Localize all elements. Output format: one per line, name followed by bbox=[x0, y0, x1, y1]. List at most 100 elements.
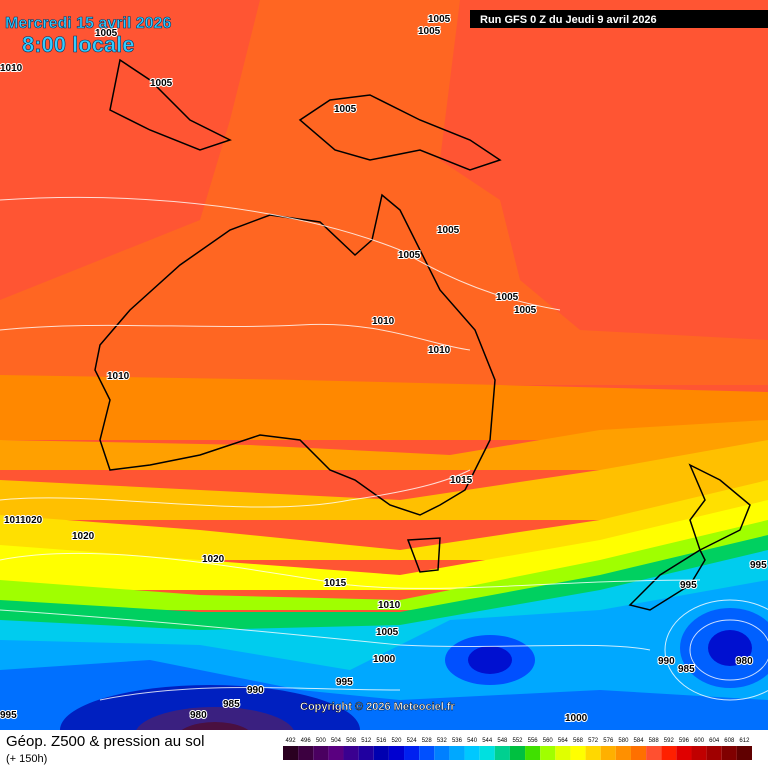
scale-label: 508 bbox=[346, 738, 357, 744]
band bbox=[0, 480, 768, 560]
isobar-label: 990 bbox=[658, 656, 675, 667]
isobar-label: 1020 bbox=[20, 515, 43, 526]
scale-label: 544 bbox=[482, 738, 493, 744]
scale-label: 564 bbox=[558, 738, 569, 744]
scale-label: 572 bbox=[588, 738, 599, 744]
isobars bbox=[0, 196, 768, 701]
scale-swatch bbox=[358, 746, 374, 760]
isobar-label: 1020 bbox=[72, 531, 95, 542]
isobar-label: 1020 bbox=[202, 554, 225, 565]
scale-label: 512 bbox=[361, 738, 372, 744]
scale-label: 540 bbox=[467, 738, 478, 744]
isobar-label: 995 bbox=[750, 560, 767, 571]
isobar-label: 1005 bbox=[437, 225, 460, 236]
isobar-label: 1005 bbox=[376, 627, 399, 638]
scale-swatch bbox=[373, 746, 389, 760]
run-info: Run GFS 0 Z du Jeudi 9 avril 2026 bbox=[480, 14, 657, 26]
isobar-label: 1005 bbox=[496, 292, 519, 303]
footer-title: Géop. Z500 & pression au sol bbox=[6, 733, 204, 750]
scale-label: 604 bbox=[709, 738, 720, 744]
isobar-label: 1005 bbox=[514, 305, 537, 316]
scale-swatch bbox=[540, 746, 556, 760]
isobar-label: 1000 bbox=[373, 654, 396, 665]
scale-swatch bbox=[343, 746, 359, 760]
scale-label: 524 bbox=[407, 738, 418, 744]
isobar-label: 1015 bbox=[450, 475, 473, 486]
scale-swatch bbox=[525, 746, 541, 760]
scale-label: 556 bbox=[528, 738, 539, 744]
scale-label: 520 bbox=[391, 738, 402, 744]
scale-label: 552 bbox=[512, 738, 523, 744]
scale-label: 516 bbox=[376, 738, 387, 744]
isobar-label: 1005 bbox=[418, 26, 441, 37]
scale-swatch bbox=[388, 746, 405, 760]
scale-swatch bbox=[509, 746, 526, 760]
isobar-label: 990 bbox=[247, 685, 264, 696]
time: 8:00 locale bbox=[22, 32, 135, 57]
scale-swatch bbox=[691, 746, 707, 760]
scale-swatch bbox=[630, 746, 647, 760]
scale-swatch bbox=[676, 746, 692, 760]
scale-swatch bbox=[434, 746, 450, 760]
scale-label: 548 bbox=[497, 738, 508, 744]
scale-swatch bbox=[615, 746, 631, 760]
isobar-label: 985 bbox=[223, 699, 240, 710]
scale-swatch bbox=[464, 746, 480, 760]
isobar-label: 1005 bbox=[150, 78, 173, 89]
isobar-label: 980 bbox=[736, 656, 753, 667]
isobar-label: 995 bbox=[680, 580, 697, 591]
scale-label: 580 bbox=[618, 738, 629, 744]
isobar-label: 1000 bbox=[565, 713, 588, 724]
blob bbox=[468, 646, 512, 674]
isobar-label: 995 bbox=[336, 677, 353, 688]
copyright: Copyright © 2026 Meteociel.fr bbox=[300, 701, 456, 713]
isobar-label: 1010 bbox=[107, 371, 130, 382]
scale-swatch bbox=[555, 746, 571, 760]
scale-swatch bbox=[736, 746, 752, 760]
scale-label: 576 bbox=[603, 738, 614, 744]
scale-swatch bbox=[283, 746, 299, 760]
scale-swatch bbox=[404, 746, 420, 760]
band bbox=[0, 375, 768, 440]
run-box bbox=[470, 10, 768, 28]
isobar-label: 985 bbox=[678, 664, 695, 675]
scale-swatch bbox=[600, 746, 616, 760]
scale-swatch bbox=[298, 746, 314, 760]
isobar-label: 1010 bbox=[4, 515, 27, 526]
isobar-label: 1005 bbox=[334, 104, 357, 115]
scale-swatch bbox=[419, 746, 435, 760]
scale-swatch bbox=[494, 746, 510, 760]
isobar-label: 980 bbox=[190, 710, 207, 721]
isobar-label: 1010 bbox=[428, 345, 451, 356]
scale-swatch bbox=[661, 746, 677, 760]
band bbox=[0, 0, 768, 385]
scale-swatch bbox=[313, 746, 329, 760]
scale-swatch bbox=[479, 746, 495, 760]
isobar-label: 995 bbox=[0, 710, 17, 721]
isobar-label: 1005 bbox=[398, 250, 421, 261]
scale-label: 592 bbox=[664, 738, 675, 744]
isobar-label: 1005 bbox=[428, 14, 451, 25]
isobar-label: 1010 bbox=[378, 600, 401, 611]
date: Mercredi 15 avril 2026 bbox=[5, 15, 171, 32]
scale-label: 532 bbox=[437, 738, 448, 744]
scale-swatch bbox=[570, 746, 586, 760]
scale-label: 496 bbox=[301, 738, 312, 744]
scale-label: 492 bbox=[286, 738, 297, 744]
coastline bbox=[94, 58, 751, 611]
isobar-label: 1005 bbox=[95, 28, 118, 39]
scale-label: 528 bbox=[422, 738, 433, 744]
scale-swatch bbox=[706, 746, 722, 760]
scale-label: 500 bbox=[316, 738, 327, 744]
scale-swatch bbox=[585, 746, 601, 760]
scale-label: 608 bbox=[724, 738, 735, 744]
isobar-label: 1015 bbox=[324, 578, 347, 589]
scale-label: 600 bbox=[694, 738, 705, 744]
scale-label: 584 bbox=[634, 738, 645, 744]
scale-swatch bbox=[721, 746, 737, 760]
band bbox=[0, 440, 768, 520]
isobar-label: 1010 bbox=[0, 63, 23, 74]
scale-swatch bbox=[328, 746, 344, 760]
scale-label: 612 bbox=[739, 738, 750, 744]
